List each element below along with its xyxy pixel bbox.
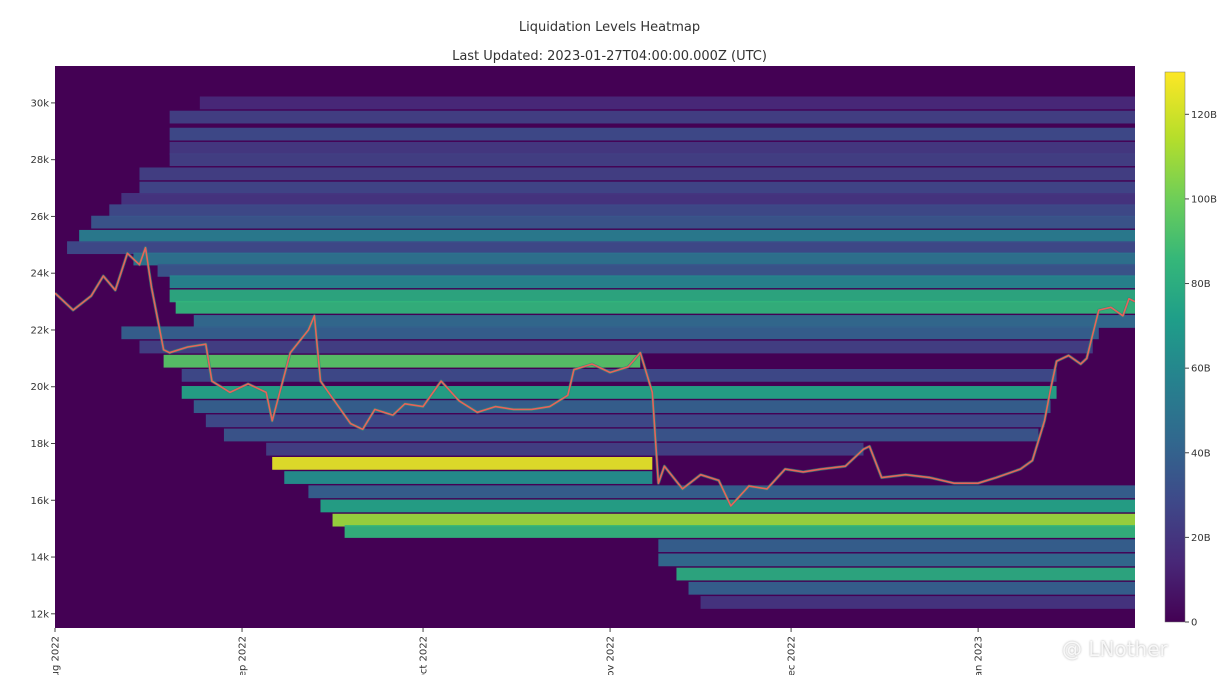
colorbar bbox=[1164, 71, 1186, 623]
liquidation-bands bbox=[67, 96, 1135, 609]
y-tick-label: 22k bbox=[30, 325, 49, 336]
x-tick-label: Dec 2022 bbox=[787, 636, 798, 675]
liquidation-band-19 bbox=[139, 340, 1093, 354]
liquidation-band-15 bbox=[169, 289, 1135, 303]
liquidation-band-29 bbox=[308, 485, 1135, 499]
liquidation-band-2 bbox=[169, 127, 1135, 141]
liquidation-band-22 bbox=[181, 386, 1057, 399]
liquidation-band-37 bbox=[700, 596, 1135, 609]
liquidation-band-5 bbox=[139, 167, 1135, 181]
liquidation-band-24 bbox=[205, 414, 1045, 428]
y-tick-label: 16k bbox=[30, 496, 49, 507]
x-tick-label: Aug 2022 bbox=[51, 636, 62, 675]
liquidation-band-21 bbox=[181, 368, 1057, 382]
liquidation-band-9 bbox=[91, 215, 1135, 229]
y-tick-label: 12k bbox=[30, 609, 49, 620]
colorbar-axis: 0 20B 40B 60B 80B 100B 120B bbox=[1185, 110, 1217, 629]
liquidation-band-27 bbox=[272, 456, 653, 470]
liquidation-band-4 bbox=[169, 153, 1135, 167]
x-axis: Aug 2022 Sep 2022 Oct 2022 Nov 2022 Dec 2022… bbox=[51, 628, 985, 675]
y-tick-label: 20k bbox=[30, 382, 49, 393]
liquidation-band-1 bbox=[169, 110, 1135, 124]
x-tick-label: Oct 2022 bbox=[419, 636, 430, 675]
chart-title: Liquidation Levels Heatmap bbox=[518, 20, 701, 35]
liquidation-band-10 bbox=[79, 229, 1135, 243]
liquidation-band-28 bbox=[284, 471, 653, 484]
liquidation-band-30 bbox=[320, 499, 1135, 513]
liquidation-band-36 bbox=[688, 581, 1135, 595]
liquidation-band-33 bbox=[658, 539, 1135, 553]
x-tick-label: Nov 2022 bbox=[606, 636, 617, 675]
liquidation-band-18 bbox=[121, 326, 1099, 340]
liquidation-band-35 bbox=[676, 567, 1135, 581]
colorbar-tick-label: 80B bbox=[1191, 279, 1211, 290]
colorbar-tick-label: 40B bbox=[1191, 448, 1211, 459]
liquidation-band-16 bbox=[175, 300, 1135, 314]
colorbar-tick-label: 20B bbox=[1191, 533, 1211, 544]
colorbar-tick-label: 120B bbox=[1191, 110, 1217, 121]
y-axis: 12k 14k 16k 18k 20k 22k 24k 26k 28k 30k bbox=[30, 98, 55, 620]
liquidation-band-3 bbox=[169, 141, 1135, 155]
liquidation-band-14 bbox=[169, 275, 1135, 289]
watermark: @ LNother bbox=[1062, 637, 1168, 661]
liquidation-band-8 bbox=[109, 204, 1135, 218]
liquidation-band-6 bbox=[139, 181, 1135, 195]
liquidation-band-32 bbox=[344, 525, 1135, 538]
chart-subtitle: Last Updated: 2023-01-27T04:00:00.000Z (… bbox=[452, 49, 767, 64]
liquidation-band-25 bbox=[223, 428, 1039, 442]
y-tick-label: 28k bbox=[30, 155, 49, 166]
liquidation-band-34 bbox=[658, 553, 1135, 567]
y-tick-label: 24k bbox=[30, 269, 49, 280]
liquidation-band-13 bbox=[157, 263, 1135, 277]
liquidation-band-23 bbox=[193, 400, 1051, 413]
y-tick-label: 18k bbox=[30, 439, 49, 450]
y-tick-label: 14k bbox=[30, 553, 49, 564]
colorbar-tick-label: 100B bbox=[1191, 194, 1217, 205]
y-tick-label: 30k bbox=[30, 98, 49, 109]
price-line bbox=[55, 246, 1135, 507]
liquidation-band-11 bbox=[67, 241, 1135, 255]
x-tick-label: Sep 2022 bbox=[238, 636, 249, 675]
liquidation-band-17 bbox=[193, 315, 1135, 328]
price-series bbox=[55, 246, 1135, 508]
y-tick-label: 26k bbox=[30, 212, 49, 223]
liquidation-band-31 bbox=[332, 513, 1135, 527]
colorbar-tick-label: 60B bbox=[1191, 364, 1211, 375]
x-tick-label: Jan 2023 bbox=[974, 636, 985, 675]
liquidation-band-12 bbox=[133, 252, 1135, 266]
liquidation-band-20 bbox=[163, 354, 641, 368]
liquidation-band-7 bbox=[121, 193, 1135, 206]
liquidation-band-26 bbox=[266, 442, 864, 456]
liquidation-band-0 bbox=[199, 96, 1135, 110]
colorbar-tick-label: 0 bbox=[1191, 618, 1197, 629]
